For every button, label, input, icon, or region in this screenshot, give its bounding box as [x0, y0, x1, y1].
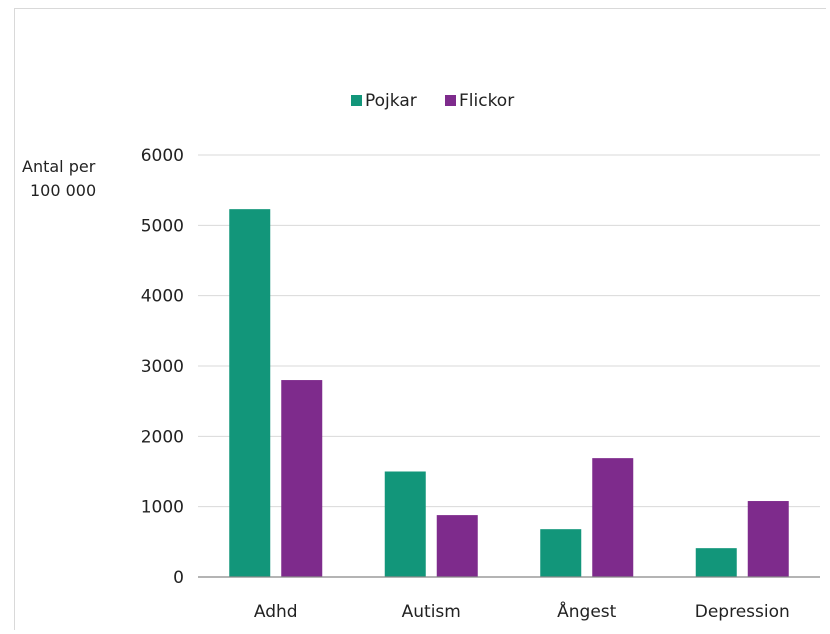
y-tick-label: 3000 [141, 357, 184, 377]
bar-pojkar-0 [229, 209, 271, 577]
legend: Pojkar Flickor [351, 91, 514, 111]
y-tick-label: 2000 [141, 427, 184, 447]
chart-frame [14, 8, 826, 630]
y-axis-title-line-2: 100 000 [30, 181, 96, 200]
bars [229, 209, 789, 577]
y-tick-label: 1000 [141, 498, 184, 518]
legend-swatch-flickor [445, 95, 456, 106]
gridlines [198, 154, 820, 508]
bar-flickor-0 [281, 380, 323, 577]
bar-pojkar-2 [540, 529, 582, 577]
x-tick-label: Autism [402, 602, 461, 622]
bar-flickor-1 [436, 515, 478, 577]
y-tick-labels: 0 1000 2000 3000 4000 5000 6000 [141, 146, 184, 588]
legend-label-flickor: Flickor [459, 91, 514, 111]
bar-pojkar-3 [695, 548, 737, 577]
bar-flickor-3 [747, 501, 789, 577]
y-tick-label: 0 [173, 568, 184, 588]
y-tick-label: 6000 [141, 146, 184, 166]
x-tick-label: Adhd [254, 602, 298, 622]
y-tick-label: 5000 [141, 216, 184, 236]
x-tick-labels: Adhd Autism Ångest Depression [254, 600, 790, 622]
bar-flickor-2 [592, 458, 634, 577]
legend-label-pojkar: Pojkar [365, 91, 417, 111]
x-tick-label: Ångest [557, 600, 617, 622]
legend-swatch-pojkar [351, 95, 362, 106]
y-tick-label: 4000 [141, 287, 184, 307]
bar-pojkar-1 [384, 471, 426, 577]
x-tick-label: Depression [695, 602, 790, 622]
y-axis-title-line-1: Antal per [22, 157, 96, 176]
